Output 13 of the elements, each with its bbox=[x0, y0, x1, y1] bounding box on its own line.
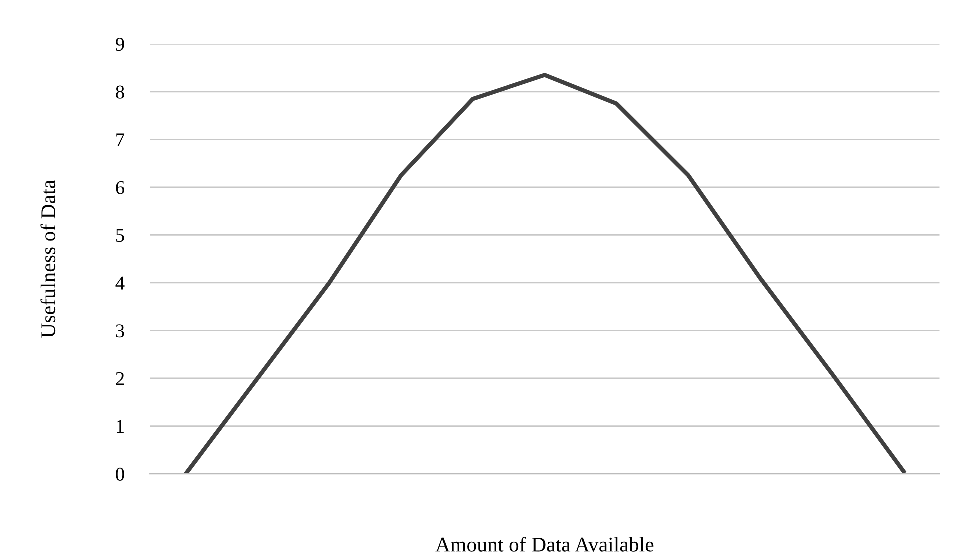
y-axis-title: Usefulness of Data bbox=[40, 180, 56, 338]
line-series bbox=[184, 73, 906, 474]
y-tick-label: 1 bbox=[117, 420, 124, 434]
x-axis-title: Amount of Data Available bbox=[436, 537, 654, 552]
y-tick-label: 8 bbox=[116, 86, 124, 99]
y-tick-label: 5 bbox=[116, 229, 124, 242]
y-tick-label: 3 bbox=[116, 324, 124, 338]
y-tick-label: 7 bbox=[116, 134, 125, 146]
y-tick-label: 4 bbox=[116, 276, 125, 290]
y-tick-label: 6 bbox=[116, 181, 125, 194]
y-tick-label: 2 bbox=[116, 372, 124, 386]
y-tick-label: 9 bbox=[116, 38, 124, 52]
y-tick-label: 0 bbox=[116, 468, 124, 481]
